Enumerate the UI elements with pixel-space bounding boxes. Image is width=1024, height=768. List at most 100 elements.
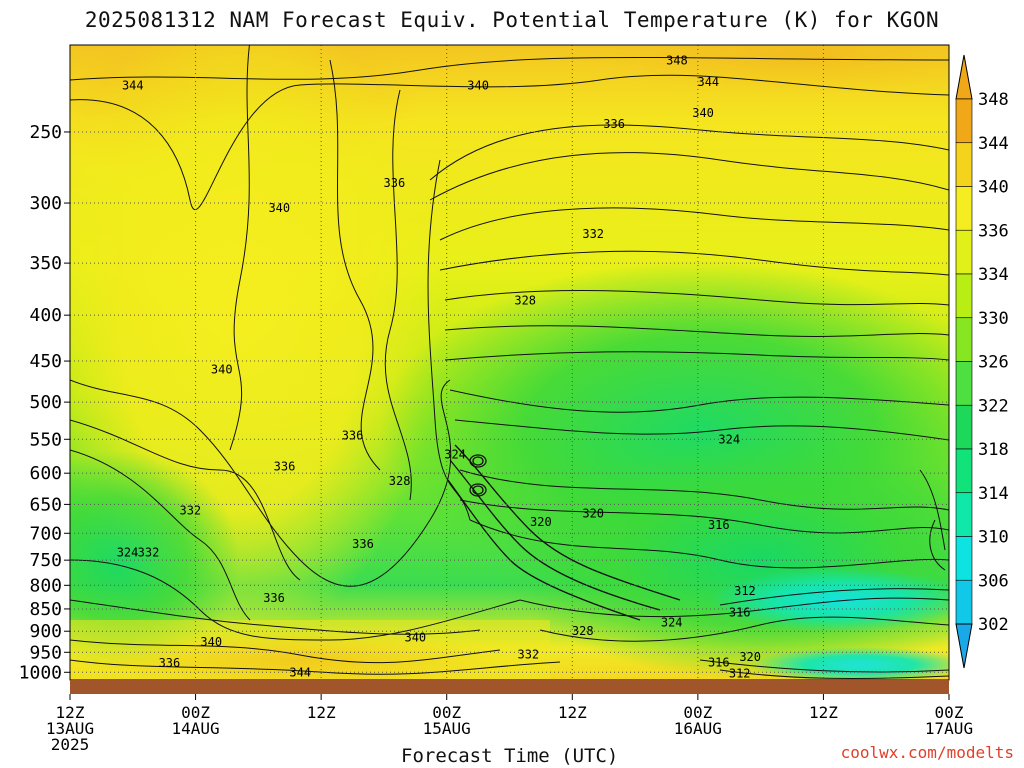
y-tick-label: 750 [29,550,62,571]
x-tick-label: 16AUG [674,719,722,738]
grid-lines [69,45,950,680]
contour-label: 312 [734,584,756,598]
contour-label: 332 [582,227,604,241]
contour-label: 320 [739,650,761,664]
y-tick-label: 400 [29,305,62,326]
contour-label: 340 [211,363,233,377]
x-tick-label: 2025 [51,735,90,754]
colorbar-top-tip [955,54,973,100]
x-tick-label: 12Z [558,703,587,722]
contour-label: 344 [697,75,719,89]
y-tick-label: 700 [29,523,62,544]
contour-label: 348 [666,53,688,67]
y-tick-label: 850 [29,599,62,620]
contour-label: 328 [514,293,536,307]
colorbar-segment [955,273,973,319]
contour-label: 312 [729,666,751,680]
theta-e-field [70,45,949,680]
contour-label: 340 [467,79,489,93]
contour-label: 324 [661,615,683,629]
contour-label: 324 [444,448,466,462]
x-tick-label: 12Z [809,703,838,722]
contour-label: 336 [274,460,296,474]
colorbar-segment [955,317,973,362]
contour-label: 332 [138,545,160,559]
contour-label: 328 [389,474,411,488]
contour-label: 324 [117,545,139,559]
y-tick-label: 900 [29,621,62,642]
y-tick-label: 350 [29,253,62,274]
contour-label: 336 [159,656,181,670]
ground-strip [70,680,949,694]
contour-label: 316 [708,655,730,669]
colorbar-segment [955,492,973,537]
colorbar-segment [955,186,973,231]
colorbar-label: 330 [978,309,1009,329]
x-tick-label: 17AUG [925,719,973,738]
colorbar-segment [955,229,973,275]
x-tick-label: 00Z [683,703,712,722]
colorbar-label: 310 [978,528,1009,548]
y-tick-label: 450 [29,351,62,372]
y-tick-label: 250 [29,122,62,143]
contour-label: 340 [200,635,222,649]
colorbar-label: 326 [978,353,1009,373]
x-axis-label: Forecast Time (UTC) [401,745,619,767]
x-tick-label: 12Z [56,703,85,722]
contour-label: 340 [268,201,290,215]
colorbar-segment [955,448,973,494]
x-tick-label: 14AUG [171,719,219,738]
colorbar-label: 318 [978,440,1009,460]
colorbar-label: 340 [978,178,1009,198]
colorbar-segment [955,142,973,187]
credit-text: coolwx.com/modelts [840,743,1014,762]
x-tick-label: 00Z [935,703,964,722]
colorbar-segment [955,404,973,450]
colorbar-segment [955,361,973,406]
y-tick-label: 950 [29,642,62,663]
colorbar-label: 306 [978,571,1009,591]
x-tick-label: 13AUG [46,719,94,738]
colorbar-segment [955,579,973,625]
colorbar-label: 348 [978,90,1009,110]
colorbar-label: 334 [978,265,1009,285]
contour-label: 340 [692,106,714,120]
colorbar-bottom-tip [955,623,973,669]
colorbar-label: 336 [978,221,1009,241]
y-tick-label: 800 [29,575,62,596]
colorbar-segment [955,536,973,581]
x-tick-label: 12Z [307,703,336,722]
colorbar-label: 344 [978,134,1009,154]
contour-label: 336 [342,429,364,443]
colorbar-label: 322 [978,396,1009,416]
contour-label: 316 [729,606,751,620]
contour-label: 320 [530,515,552,529]
x-tick-label: 00Z [181,703,210,722]
y-tick-label: 1000 [19,662,62,683]
colorbar: 348 344 340 336 334 330 326 322 318 314 310 306 302 [955,54,1009,669]
colorbar-label: 302 [978,615,1009,635]
x-tick-label: 00Z [432,703,461,722]
chart-title: 2025081312 NAM Forecast Equiv. Potential… [84,8,940,32]
y-tick-label: 300 [29,193,62,214]
contour-label: 344 [289,665,311,679]
colorbar-label: 314 [978,484,1009,504]
y-tick-label: 600 [29,463,62,484]
contour-label: 332 [517,647,539,661]
contour-label: 316 [708,518,730,532]
y-tick-label: 650 [29,494,62,515]
x-tick-label: 15AUG [423,719,471,738]
y-tick-label: 500 [29,392,62,413]
contour-label: 328 [572,624,594,638]
contour-label: 336 [384,176,406,190]
contour-label: 324 [718,432,740,446]
colorbar-segment [955,98,973,144]
contour-label: 344 [122,79,144,93]
contour-label: 336 [263,591,285,605]
contour-label: 340 [404,631,426,645]
contour-label: 332 [179,503,201,517]
y-tick-label: 550 [29,429,62,450]
